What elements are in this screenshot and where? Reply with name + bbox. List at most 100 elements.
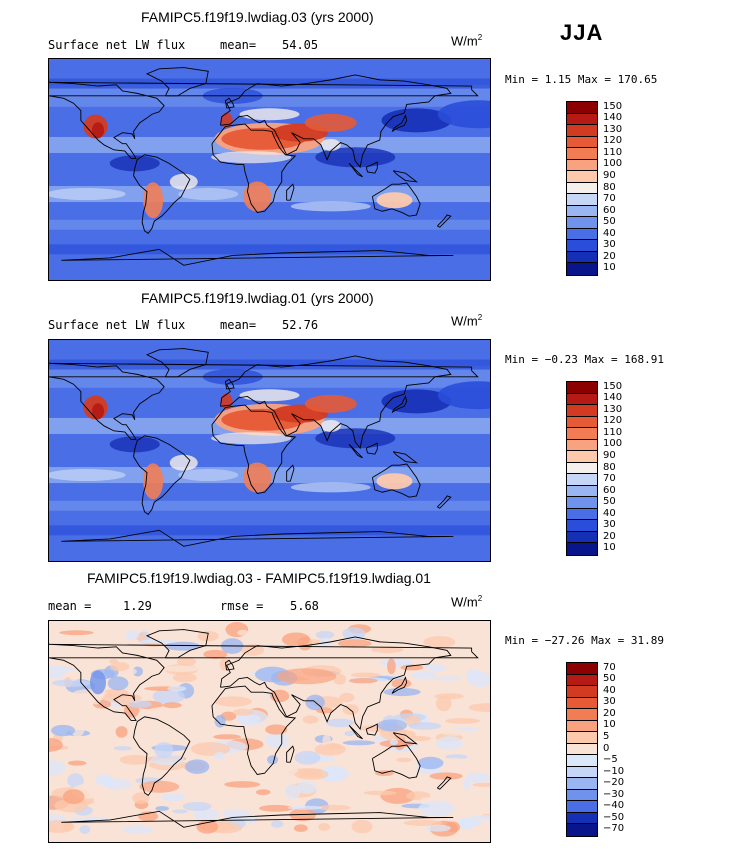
panel-2-max: 168.91 <box>624 353 664 366</box>
panel-3-units: W/m2 <box>451 594 483 610</box>
colorbar-tick-label: 30 <box>603 519 616 531</box>
colorbar-swatch <box>567 217 597 229</box>
colorbar-tick-label: 80 <box>603 461 616 473</box>
panel-3-max: 31.89 <box>630 634 664 647</box>
colorbar-tick-label: 20 <box>603 707 616 719</box>
panel-3-minmax: Min = −27.26 Max = 31.89 <box>505 634 664 647</box>
panel-1-units: W/m2 <box>451 33 483 49</box>
colorbar-swatch <box>567 451 597 463</box>
colorbar-tick-label: −20 <box>603 777 625 789</box>
panel-2-minmax: Min = −0.23 Max = 168.91 <box>505 353 664 366</box>
colorbar-swatch <box>567 801 597 813</box>
colorbar-swatch <box>567 102 597 114</box>
panel-1-title: FAMIPC5.f19f19.lwdiag.03 (yrs 2000) <box>141 9 374 25</box>
panel-2-units: W/m2 <box>451 313 483 329</box>
colorbar-tick-label: 150 <box>603 380 623 392</box>
colorbar-tick-label: 90 <box>603 449 616 461</box>
colorbar-tick-label: 140 <box>603 112 623 124</box>
colorbar-swatch <box>567 789 597 802</box>
panel-2-variable-label: Surface net LW flux <box>48 318 186 332</box>
colorbar-swatch <box>567 439 597 452</box>
colorbar-tick-label: 40 <box>603 227 616 239</box>
colorbar-swatch <box>567 709 597 721</box>
colorbar-swatch <box>567 148 597 160</box>
colorbar-swatch <box>567 743 597 756</box>
colorbar-tick-label: 120 <box>603 135 623 147</box>
panel-2-colorbar-labels: 150 140 130 120 110 100 90 80 70 60 50 40 30 20 10 <box>603 381 643 554</box>
colorbar-tick-label: 30 <box>603 696 616 708</box>
colorbar-tick-label: 20 <box>603 530 616 542</box>
colorbar-tick-label: 70 <box>603 661 616 673</box>
panel-1-minmax: Min = 1.15 Max = 170.65 <box>505 73 658 86</box>
colorbar-tick-label: 140 <box>603 392 623 404</box>
colorbar-tick-label: 10 <box>603 542 616 554</box>
colorbar-swatch <box>567 824 597 836</box>
colorbar-swatch <box>567 778 597 790</box>
colorbar-swatch <box>567 182 597 195</box>
colorbar-tick-label: 70 <box>603 473 616 485</box>
panel-1-mean-value: 54.05 <box>282 38 319 52</box>
colorbar-tick-label: 50 <box>603 216 616 228</box>
colorbar-tick-label: 50 <box>603 496 616 508</box>
colorbar-tick-label: 110 <box>603 426 623 438</box>
colorbar-swatch <box>567 382 597 394</box>
colorbar-swatch <box>567 171 597 183</box>
colorbar-tick-label: −10 <box>603 765 625 777</box>
colorbar-swatch <box>567 755 597 767</box>
colorbar-tick-label: 100 <box>603 438 623 450</box>
panel-1-variable-label: Surface net LW flux <box>48 38 186 52</box>
colorbar-swatch <box>567 474 597 486</box>
colorbar-swatch <box>567 240 597 252</box>
panel-1-max: 170.65 <box>617 73 658 86</box>
colorbar-swatch <box>567 485 597 498</box>
colorbar-swatch <box>567 416 597 429</box>
colorbar-swatch <box>567 462 597 475</box>
colorbar-swatch <box>567 732 597 744</box>
panel-2-title: FAMIPC5.f19f19.lwdiag.01 (yrs 2000) <box>141 290 374 306</box>
colorbar-swatch <box>567 393 597 406</box>
panel-2-min: −0.23 <box>544 353 578 366</box>
colorbar-tick-label: 110 <box>603 146 623 158</box>
colorbar-swatch <box>567 263 597 275</box>
colorbar-swatch <box>567 520 597 532</box>
colorbar-tick-label: 60 <box>603 484 616 496</box>
colorbar-tick-label: 5 <box>603 730 610 742</box>
colorbar-tick-label: 100 <box>603 158 623 170</box>
panel-3-title: FAMIPC5.f19f19.lwdiag.03 - FAMIPC5.f19f1… <box>87 570 431 586</box>
colorbar-swatch <box>567 531 597 544</box>
panel-2-mean-value: 52.76 <box>282 318 319 332</box>
panel-3-colorbar <box>566 662 598 837</box>
colorbar-swatch <box>567 405 597 417</box>
panel-2-mean-label: mean= <box>220 318 257 332</box>
panel-1-min: 1.15 <box>544 73 572 86</box>
colorbar-tick-label: 10 <box>603 719 616 731</box>
colorbar-tick-label: 130 <box>603 403 623 415</box>
colorbar-swatch <box>567 428 597 440</box>
colorbar-swatch <box>567 136 597 149</box>
colorbar-swatch <box>567 663 597 675</box>
colorbar-tick-label: 120 <box>603 415 623 427</box>
colorbar-tick-label: 0 <box>603 742 610 754</box>
colorbar-tick-label: −70 <box>603 823 625 835</box>
colorbar-swatch <box>567 812 597 825</box>
colorbar-tick-label: 130 <box>603 123 623 135</box>
colorbar-tick-label: 40 <box>603 507 616 519</box>
colorbar-tick-label: 50 <box>603 673 616 685</box>
colorbar-swatch <box>567 497 597 509</box>
panel-3-mean-value: 1.29 <box>123 599 152 613</box>
colorbar-tick-label: 90 <box>603 169 616 181</box>
panel-3-min: −27.26 <box>544 634 585 647</box>
colorbar-tick-label: 40 <box>603 684 616 696</box>
panel-3-rmse-value: 5.68 <box>290 599 319 613</box>
colorbar-swatch <box>567 674 597 687</box>
colorbar-swatch <box>567 720 597 733</box>
colorbar-tick-label: −30 <box>603 788 625 800</box>
colorbar-swatch <box>567 125 597 137</box>
colorbar-swatch <box>567 686 597 698</box>
panel-3-map <box>48 620 491 843</box>
panel-1-map <box>48 58 491 281</box>
colorbar-swatch <box>567 543 597 555</box>
colorbar-tick-label: 30 <box>603 239 616 251</box>
colorbar-tick-label: 10 <box>603 262 616 274</box>
panel-3-colorbar-labels: 70 50 40 30 20 10 5 0 −5 −10 −20 −30 −40 −50 −70 <box>603 662 643 835</box>
